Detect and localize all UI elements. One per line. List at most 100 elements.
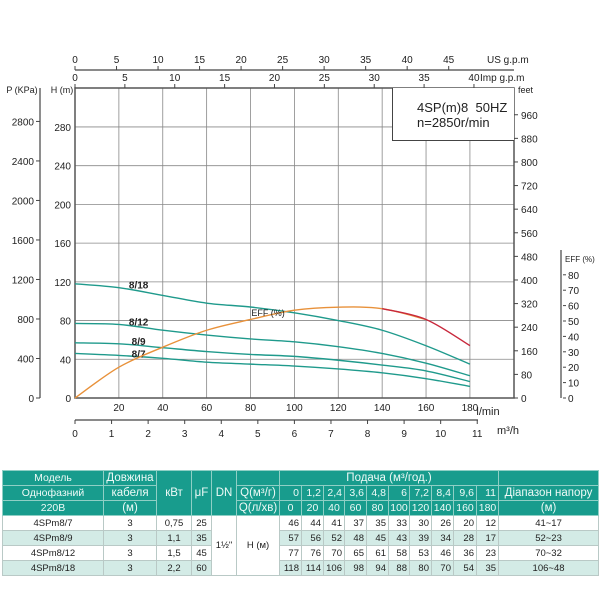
header-range: Діапазон напору: [498, 485, 600, 501]
m3h-tick-label: 6: [292, 429, 298, 440]
header-q-m3h: 0: [279, 485, 302, 501]
header-dn: DN: [211, 470, 237, 516]
range-cell: 70~32: [498, 545, 600, 561]
head-value-cell: 12: [475, 515, 500, 531]
header-q-m3h: 9,6: [453, 485, 477, 501]
m3h-axis-title: m³/h: [497, 425, 519, 437]
feet-axis-title: feet: [518, 85, 534, 95]
feet-tick-label: 240: [521, 323, 538, 334]
eff-tick-label: 0: [568, 394, 574, 405]
head-value-cell: 26: [431, 515, 454, 531]
head-value-cell: 35: [366, 515, 389, 531]
header-q-lmin: 80: [366, 500, 389, 516]
head-curve-label: 8/9: [132, 337, 146, 348]
head-value-cell: 65: [344, 545, 367, 561]
kw-cell: 0,75: [156, 515, 192, 531]
eff-tick-label: 80: [568, 271, 580, 282]
p-axis-title: P (KPa): [6, 85, 37, 95]
header-range: (м): [498, 500, 600, 516]
head-value-cell: 61: [366, 545, 389, 561]
lmin-tick-label: 80: [245, 403, 257, 414]
feet-tick-label: 320: [521, 300, 538, 311]
header-cable: (м): [103, 500, 157, 516]
head-value-cell: 37: [344, 515, 367, 531]
eff-axis-title: EFF (%): [565, 255, 595, 264]
header-model: 220В: [2, 500, 104, 516]
lmin-tick-label: 100: [286, 403, 303, 414]
eff-curve: [74, 306, 427, 399]
us-gpm-axis-title: US g.p.m: [487, 55, 529, 66]
head-value-cell: 88: [388, 560, 410, 576]
feet-tick-label: 960: [521, 111, 538, 122]
us-gpm-tick-label: 0: [72, 55, 78, 66]
us-gpm-tick-label: 35: [360, 55, 372, 66]
kw-cell: 1,1: [156, 530, 192, 546]
eff-tick-label: 60: [568, 302, 580, 313]
header-q-lmin: 140: [431, 500, 454, 516]
eff-curve-label: EFF (%): [251, 308, 285, 318]
eff-tick-label: 70: [568, 286, 580, 297]
feet-tick-label: 800: [521, 158, 538, 169]
h-label-cell: H (м): [236, 515, 280, 576]
head-value-cell: 44: [301, 515, 324, 531]
feet-tick-label: 400: [521, 276, 538, 287]
kw-cell: 2,2: [156, 560, 192, 576]
header-q-m3h: 7,2: [409, 485, 432, 501]
header-q-m3h: 4,8: [366, 485, 389, 501]
uf-cell: 35: [191, 530, 212, 546]
p-tick-label: 1200: [12, 275, 35, 286]
m3h-tick-label: 10: [435, 429, 447, 440]
head-curve-label: 8/12: [129, 317, 149, 328]
header-q-m3h: 11: [475, 485, 500, 501]
head-value-cell: 45: [366, 530, 389, 546]
header-model: Модель: [2, 470, 104, 486]
eff-tick-label: 40: [568, 332, 580, 343]
eff-tick-label: 20: [568, 363, 580, 374]
cable-cell: 3: [103, 530, 157, 546]
p-tick-label: 0: [28, 394, 34, 405]
head-value-cell: 34: [431, 530, 454, 546]
uf-cell: 25: [191, 515, 212, 531]
head-curve-8-18: [74, 283, 471, 365]
p-tick-label: 2400: [12, 157, 35, 168]
head-value-cell: 17: [475, 530, 500, 546]
imp-gpm-tick-label: 30: [369, 73, 381, 84]
header-q-m3h: 6: [388, 485, 410, 501]
chart-title: 4SP(m)8 50HZ: [417, 100, 508, 115]
head-value-cell: 114: [301, 560, 324, 576]
lmin-tick-label: 140: [374, 403, 391, 414]
head-value-cell: 76: [301, 545, 324, 561]
feet-tick-label: 0: [521, 394, 527, 405]
lmin-tick-label: 20: [113, 403, 125, 414]
model-cell: 4SPm8/12: [2, 545, 104, 561]
head-value-cell: 30: [409, 515, 432, 531]
h-tick-label: 200: [54, 200, 71, 211]
head-value-cell: 80: [409, 560, 432, 576]
header-q-lmin: 40: [323, 500, 345, 516]
header-q-lmin: 60: [344, 500, 367, 516]
header-q-m3h: 3,6: [344, 485, 367, 501]
header-q-lmin: 0: [279, 500, 302, 516]
dn-cell: 1½": [211, 515, 237, 576]
table-row: 4SPm8/9 3 1,1 35 57 56 52 48 45 43 39 34 28 17 52~23: [2, 530, 600, 546]
imp-gpm-tick-label: 35: [419, 73, 431, 84]
imp-gpm-axis-title: Imp g.p.m: [480, 73, 524, 84]
head-value-cell: 58: [388, 545, 410, 561]
head-value-cell: 54: [453, 560, 477, 576]
head-curve-label: 8/7: [132, 349, 146, 360]
range-cell: 52~23: [498, 530, 600, 546]
table-row: 4SPm8/18 3 2,2 60 118 114 106 98 94 88 80 70 54 35 106…: [2, 560, 600, 576]
us-gpm-tick-label: 10: [152, 55, 164, 66]
header-q-lmin: 180: [475, 500, 500, 516]
head-value-cell: 35: [475, 560, 500, 576]
feet-tick-label: 880: [521, 134, 538, 145]
model-cell: 4SPm8/7: [2, 515, 104, 531]
imp-gpm-tick-label: 0: [72, 73, 78, 84]
uf-cell: 60: [191, 560, 212, 576]
header-uf: μF: [191, 470, 212, 516]
model-cell: 4SPm8/9: [2, 530, 104, 546]
header-q-lmin: 160: [453, 500, 477, 516]
lmin-tick-label: 60: [201, 403, 213, 414]
us-gpm-tick-label: 5: [114, 55, 120, 66]
